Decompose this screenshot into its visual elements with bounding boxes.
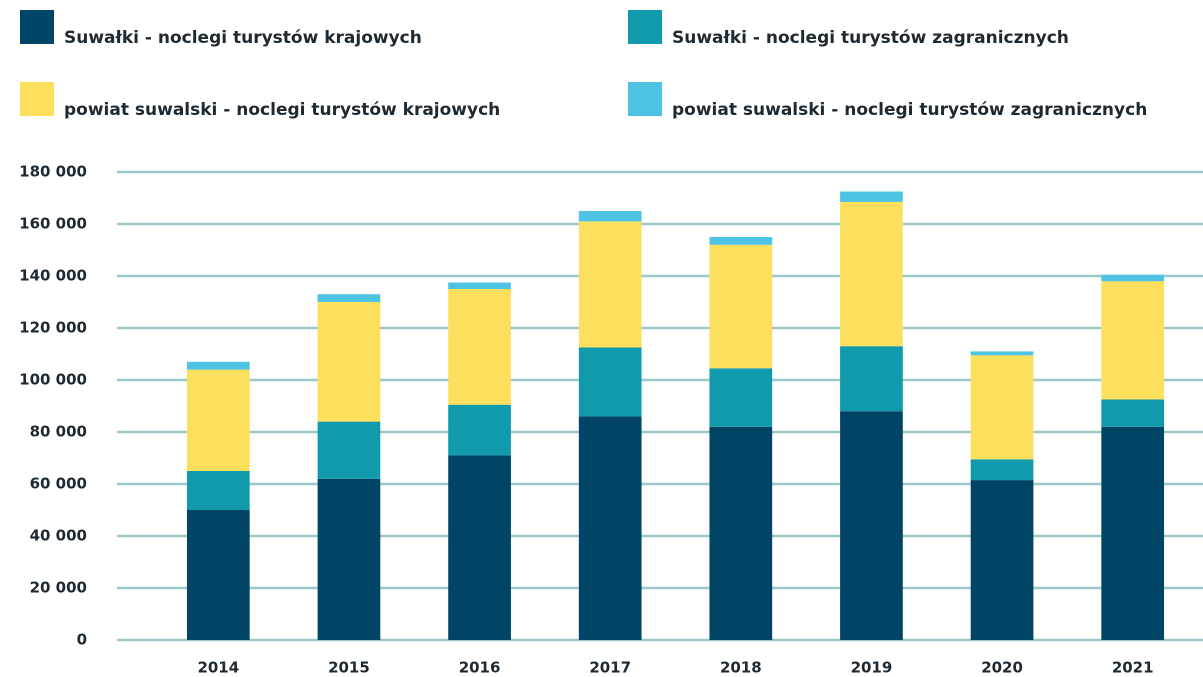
bar-segment bbox=[970, 480, 1034, 640]
x-tick-label: 2020 bbox=[981, 659, 1023, 677]
legend-label: Suwałki - noclegi turystów zagranicznych bbox=[672, 28, 1069, 48]
bar-segment bbox=[1101, 399, 1165, 427]
legend-swatch bbox=[628, 82, 662, 116]
legend-swatch bbox=[20, 82, 54, 116]
bar-segment bbox=[317, 478, 381, 640]
bar-segment bbox=[840, 346, 903, 412]
x-tick-label: 2018 bbox=[720, 659, 762, 677]
bar-segment bbox=[186, 471, 250, 510]
y-tick-label: 0 bbox=[77, 631, 87, 649]
bar-segment bbox=[1101, 426, 1165, 640]
y-tick-label: 40 000 bbox=[30, 527, 87, 545]
bar-segment bbox=[970, 355, 1034, 460]
bar-segment bbox=[578, 347, 642, 417]
bar-segment bbox=[448, 282, 511, 289]
x-tick-label: 2014 bbox=[197, 659, 239, 677]
y-tick-label: 60 000 bbox=[30, 475, 87, 493]
bar-segment bbox=[186, 361, 250, 370]
bar-segment bbox=[448, 404, 511, 456]
x-tick-label: 2019 bbox=[851, 659, 893, 677]
bar-segment bbox=[578, 211, 642, 222]
bar-segment bbox=[578, 416, 642, 640]
y-tick-label: 120 000 bbox=[19, 319, 87, 337]
bar-segment bbox=[448, 289, 511, 405]
legend-label: powiat suwalski - noclegi turystów krajo… bbox=[64, 100, 500, 120]
bar-segment bbox=[970, 459, 1034, 481]
legend-label: powiat suwalski - noclegi turystów zagra… bbox=[672, 100, 1147, 120]
x-tick-label: 2015 bbox=[328, 659, 370, 677]
y-tick-label: 140 000 bbox=[19, 267, 87, 285]
bar-segment bbox=[709, 237, 773, 245]
bar-segment bbox=[709, 368, 773, 427]
bar-segment bbox=[1101, 281, 1165, 400]
bar-segment bbox=[970, 351, 1034, 356]
legend-label: Suwałki - noclegi turystów krajowych bbox=[64, 28, 422, 48]
bar-segment bbox=[448, 455, 511, 640]
bar-segment bbox=[840, 201, 903, 347]
bar-segment bbox=[709, 426, 773, 640]
y-tick-label: 100 000 bbox=[19, 371, 87, 389]
bar-segment bbox=[840, 411, 903, 640]
legend-swatch bbox=[20, 10, 54, 44]
y-tick-label: 180 000 bbox=[19, 163, 87, 181]
x-tick-label: 2017 bbox=[589, 659, 631, 677]
bar-segment bbox=[317, 294, 381, 302]
y-tick-label: 160 000 bbox=[19, 215, 87, 233]
bar-segment bbox=[840, 191, 903, 202]
bar-segment bbox=[186, 369, 250, 471]
y-tick-label: 20 000 bbox=[30, 579, 87, 597]
bar-segment bbox=[317, 302, 381, 422]
y-tick-label: 80 000 bbox=[30, 423, 87, 441]
bar-segment bbox=[709, 244, 773, 369]
bar-segment bbox=[186, 510, 250, 640]
legend-swatch bbox=[628, 10, 662, 44]
x-tick-label: 2016 bbox=[459, 659, 501, 677]
bar-segment bbox=[578, 221, 642, 348]
bar-segment bbox=[317, 421, 381, 479]
bar-segment bbox=[1101, 274, 1165, 282]
x-tick-label: 2021 bbox=[1112, 659, 1154, 677]
